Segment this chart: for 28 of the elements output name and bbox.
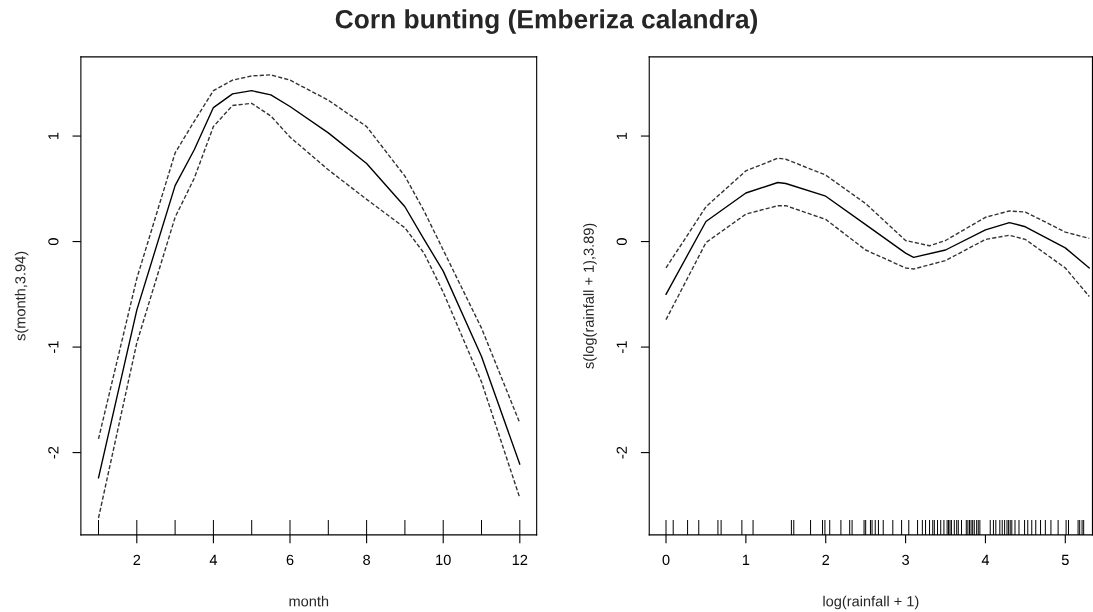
y-tick-label: -2	[48, 446, 59, 459]
y-axis-title: s(log(rainfall + 1),3.89)	[583, 223, 597, 369]
y-tick-label: 1	[48, 132, 59, 139]
y-tick-label: -2	[616, 446, 627, 459]
x-tick-label: 1	[742, 554, 750, 565]
x-tick-label: 2	[133, 554, 141, 565]
x-tick-label: 6	[286, 554, 294, 566]
x-tick-label: 2	[822, 554, 830, 565]
x-tick-label: 0	[662, 554, 670, 566]
x-tick-label: 3	[902, 554, 909, 566]
x-axis-title: log(rainfall + 1)	[823, 595, 919, 610]
line-series	[665, 181, 1090, 296]
y-tick-label: 0	[48, 238, 59, 246]
y-tick-label: 0	[616, 238, 627, 246]
x-tick-label: 10	[436, 554, 451, 566]
x-tick-label: 4	[981, 554, 990, 565]
y-tick-label: 1	[616, 132, 627, 139]
x-tick-label: 4	[209, 554, 218, 565]
y-axis-title: s(month,3.94)	[14, 251, 29, 341]
y-tick-label: -1	[616, 341, 627, 353]
x-tick-label: 12	[512, 554, 528, 565]
y-tick-label: -1	[48, 341, 59, 353]
line-series	[665, 157, 1090, 269]
x-axis-title: month	[289, 595, 329, 607]
x-tick-label: 5	[1061, 554, 1069, 566]
x-tick-label: 8	[363, 554, 371, 566]
line-series	[665, 204, 1090, 321]
chart-title: Corn bunting (Emberiza calandra)	[335, 9, 758, 34]
